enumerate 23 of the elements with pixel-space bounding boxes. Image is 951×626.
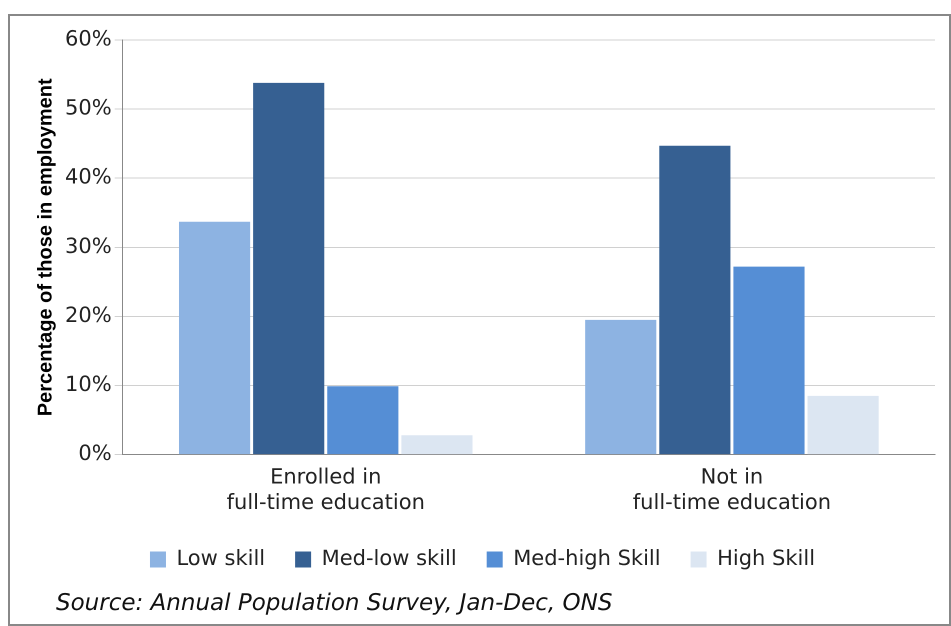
legend-label: Low skill <box>176 546 266 570</box>
y-tick-label: 40% <box>64 164 112 189</box>
x-tick-label: Not in full-time education <box>632 464 832 514</box>
y-tick-label: 50% <box>64 96 112 120</box>
legend-label: High Skill <box>717 546 816 570</box>
bar <box>401 435 473 454</box>
bar <box>659 146 730 454</box>
bar <box>733 266 805 454</box>
bar <box>808 396 879 454</box>
bar <box>585 320 656 454</box>
y-tick-label: 10% <box>64 372 112 396</box>
legend-label: Med-low skill <box>322 546 457 570</box>
y-tick-label: 20% <box>64 302 112 327</box>
y-tick-label: 0% <box>78 441 112 466</box>
bar <box>327 386 398 454</box>
y-axis-title: Percentage of those in employment <box>34 78 57 416</box>
bar <box>253 82 324 454</box>
x-tick-label: Enrolled in full-time education <box>226 464 425 514</box>
legend-label: Med-high Skill <box>513 546 661 570</box>
source-note: Source: Annual Population Survey, Jan-Dec, ONS <box>56 590 612 616</box>
bar <box>178 222 250 454</box>
y-tick-label: 60% <box>64 26 112 50</box>
y-tick-label: 30% <box>64 234 112 258</box>
